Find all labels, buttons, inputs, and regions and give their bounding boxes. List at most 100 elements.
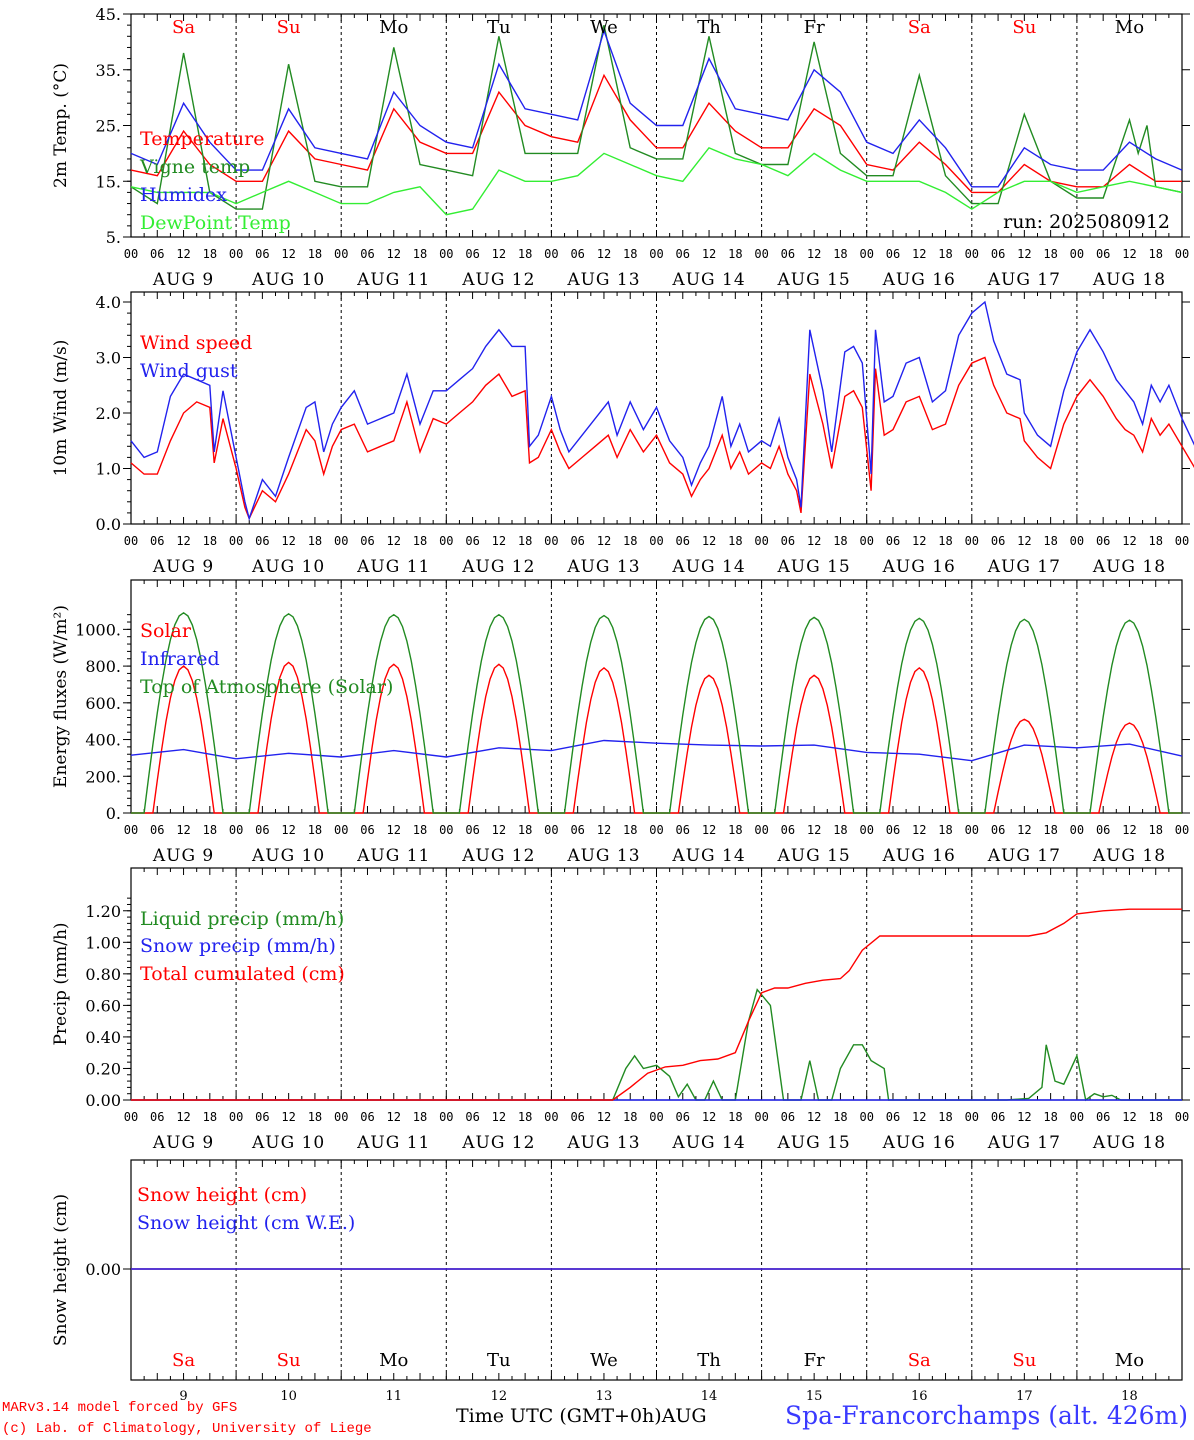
date-label: AUG 17 [987,557,1061,577]
day-of-week-label: Sa [172,1350,195,1371]
hour-label: 18 [518,1110,532,1124]
date-label: AUG 9 [152,846,214,866]
hour-label: 00 [1175,534,1189,548]
y-tick-label: 1.20 [85,902,121,921]
day-number-label: 16 [911,1389,928,1404]
day-of-week-label: We [590,17,618,38]
hour-label: 18 [1148,823,1162,837]
hour-label: 00 [334,534,348,548]
hour-label: 18 [1043,247,1057,261]
hour-label: 06 [360,534,374,548]
hour-label: 00 [754,1110,768,1124]
hour-label: 12 [492,1110,506,1124]
day-of-week-label: Sa [908,1350,931,1371]
hour-label: 18 [833,1110,847,1124]
legend-entry: Liquid precip (mm/h) [140,908,344,930]
y-axis-label: 2m Temp. (°C) [51,63,71,188]
hour-label: 18 [308,823,322,837]
hour-label: 06 [781,1110,795,1124]
hour-label: 06 [570,823,584,837]
date-label: AUG 16 [882,1133,956,1153]
date-label: AUG 11 [356,557,430,577]
hour-label: 12 [1122,534,1136,548]
hour-label: 18 [938,823,952,837]
date-label: AUG 11 [356,1133,430,1153]
hour-label: 18 [1148,1110,1162,1124]
day-of-week-label: We [590,1350,618,1371]
series-line-lightgreen [130,146,1183,216]
hour-label: 12 [281,247,295,261]
hour-label: 18 [1043,823,1057,837]
lab-credit: (c) Lab. of Climatology, University of L… [2,1421,372,1437]
hour-label: 00 [859,247,873,261]
day-number-label: 13 [596,1389,613,1404]
hour-label: 12 [1017,534,1031,548]
hour-label: 06 [1096,823,1110,837]
date-label: AUG 13 [566,846,640,866]
hour-label: 00 [334,1110,348,1124]
day-of-week-label: Su [277,17,301,38]
series-line-blue [130,28,1183,188]
hour-label: 00 [649,534,663,548]
hour-label: 00 [1175,823,1189,837]
legend-entry: Snow height (cm) [137,1184,307,1206]
hour-label: 00 [334,247,348,261]
date-label: AUG 16 [882,846,956,866]
hour-label: 12 [597,823,611,837]
series-line-green [131,611,1182,814]
hour-label: 18 [1043,1110,1057,1124]
hour-label: 00 [544,1110,558,1124]
hour-label: 06 [1096,247,1110,261]
hour-label: 00 [124,247,138,261]
y-axis-label: 10m Wind (m/s) [51,340,71,477]
hour-label: 06 [1096,1110,1110,1124]
hour-label: 06 [255,247,269,261]
hour-label: 00 [1070,1110,1084,1124]
hour-label: 12 [387,1110,401,1124]
hour-label: 12 [912,823,926,837]
day-of-week-label: Th [697,17,721,38]
legend-entry: Top of Atmosphere (Solar) [140,676,393,698]
day-of-week-label: Sa [908,17,931,38]
site-name: Spa-Francorchamps (alt. 426m) [784,1401,1188,1430]
y-axis-label: Energy fluxes (W/m²) [51,605,71,788]
day-of-week-label: Fr [804,17,825,38]
hour-label: 06 [991,534,1005,548]
hour-label: 18 [833,247,847,261]
date-label: AUG 9 [152,557,214,577]
hour-label: 18 [518,534,532,548]
hour-label: 12 [176,1110,190,1124]
hour-label: 00 [754,534,768,548]
hour-label: 00 [544,823,558,837]
series-line-red [131,908,1182,1101]
day-of-week-label: Tu [487,17,511,38]
day-number-label: 9 [179,1389,187,1404]
hour-label: 06 [886,823,900,837]
hour-label: 18 [833,823,847,837]
day-of-week-label: Su [1012,1350,1036,1371]
hour-label: 00 [754,823,768,837]
hour-label: 18 [203,534,217,548]
hour-label: 00 [124,534,138,548]
hour-label: 12 [1017,823,1031,837]
hour-label: 00 [124,1110,138,1124]
legend-entry: Wind gust [140,360,238,382]
hour-label: 06 [150,823,164,837]
legend-entry: Solar [140,620,192,642]
date-label: AUG 11 [356,270,430,290]
hour-label: 18 [833,534,847,548]
hour-label: 00 [439,1110,453,1124]
hour-label: 12 [176,823,190,837]
date-label: AUG 18 [1092,557,1166,577]
hour-label: 06 [886,247,900,261]
date-label: AUG 9 [152,270,214,290]
y-tick-label: 0.60 [85,996,121,1015]
hour-label: 00 [965,1110,979,1124]
day-of-week-label: Mo [379,17,408,38]
y-tick-label: 45. [96,5,121,24]
hour-label: 00 [859,1110,873,1124]
hour-label: 12 [912,1110,926,1124]
date-label: AUG 18 [1092,846,1166,866]
hour-label: 06 [991,247,1005,261]
